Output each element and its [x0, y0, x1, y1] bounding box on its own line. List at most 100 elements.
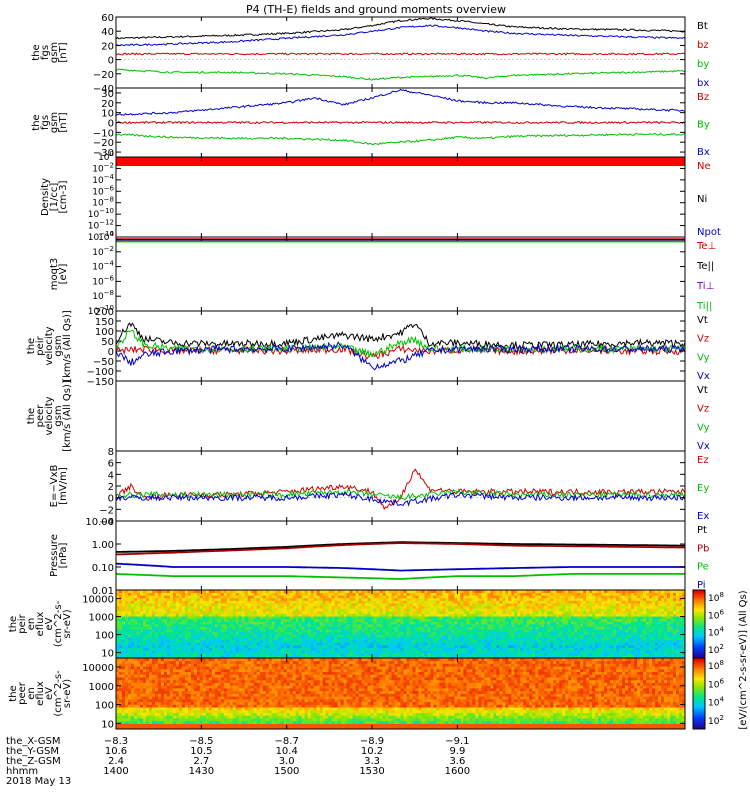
heat-cell [535, 605, 539, 609]
heat-cell [556, 644, 560, 648]
heat-cell [205, 642, 210, 646]
heat-cell [571, 621, 575, 625]
heat-cell [433, 650, 437, 654]
heat-cell [523, 626, 527, 630]
heat-cell [340, 634, 344, 638]
heat-cell [640, 652, 644, 656]
heat-cell [499, 631, 503, 635]
heat-cell [421, 618, 425, 622]
heat-cell [484, 595, 488, 599]
heat-cell [235, 600, 240, 604]
heat-cell [544, 600, 548, 604]
heat-cell [382, 600, 386, 604]
heat-cell [145, 595, 150, 599]
y-axis-label: Pressure[nPa] [49, 534, 69, 577]
heat-cell [223, 597, 228, 601]
heat-cell [253, 639, 258, 643]
heat-cell [193, 592, 198, 596]
heat-cell [316, 647, 321, 651]
heat-cell [469, 652, 473, 656]
heat-cell [184, 616, 189, 620]
heat-cell [379, 600, 383, 604]
heat-cell [250, 590, 255, 594]
heat-cell [163, 595, 168, 599]
heat-cell [571, 642, 575, 646]
y-axis-label: E=−VxB[mV/m] [49, 465, 69, 508]
heat-cell [229, 637, 234, 641]
heat-cell [217, 597, 222, 601]
heat-cell [532, 647, 536, 651]
heat-cell [481, 650, 485, 654]
heat-cell [328, 590, 333, 594]
heat-cell [652, 634, 656, 638]
heat-cell [175, 597, 180, 601]
heat-cell [508, 590, 512, 594]
heat-cell [247, 618, 252, 622]
heat-cell [217, 610, 222, 614]
heat-cell [571, 595, 575, 599]
heat-cell [556, 621, 560, 625]
heat-cell [520, 634, 524, 638]
heat-cell [619, 592, 623, 596]
heat-cell [643, 621, 647, 625]
heat-cell [274, 600, 279, 604]
heat-cell [640, 597, 644, 601]
heat-cell [568, 608, 572, 612]
heat-cell [346, 610, 350, 614]
heat-cell [619, 613, 623, 617]
y-tick-label: 0 [108, 119, 114, 130]
heat-cell [121, 595, 126, 599]
heat-cell [550, 650, 554, 654]
heat-cell [340, 650, 344, 654]
heat-cell [640, 644, 644, 648]
heat-cell [334, 650, 339, 654]
heat-cell [247, 639, 252, 643]
heat-cell [130, 644, 135, 648]
heat-cell [604, 595, 608, 599]
heat-cell [589, 616, 593, 620]
heat-cell [319, 592, 324, 596]
heat-cell [316, 655, 321, 659]
heat-cell [424, 595, 428, 599]
heat-cell [262, 655, 267, 659]
heat-cell [427, 642, 431, 646]
heat-cell [523, 621, 527, 625]
heat-cell [151, 650, 156, 654]
heat-cell [235, 631, 240, 635]
heat-cell [466, 639, 470, 643]
heat-cell [226, 650, 231, 654]
heat-cell [505, 590, 509, 594]
heat-cell [232, 600, 237, 604]
heat-cell [598, 650, 602, 654]
heat-cell [490, 592, 494, 596]
heat-cell [541, 650, 545, 654]
heat-cell [196, 605, 201, 609]
panel-frame [115, 156, 686, 238]
y-tick-label: 10−2 [92, 161, 114, 174]
legend-entry: Te|| [696, 261, 714, 272]
heat-cell [433, 621, 437, 625]
heat-cell [193, 595, 198, 599]
heat-cell [466, 605, 470, 609]
heat-cell [571, 600, 575, 604]
heat-cell [427, 608, 431, 612]
heat-cell [472, 605, 476, 609]
heat-cell [604, 634, 608, 638]
heat-cell [646, 610, 650, 614]
heat-cell [121, 616, 126, 620]
heat-cell [562, 637, 566, 641]
heat-cell [424, 624, 428, 628]
heat-cell [325, 613, 330, 617]
heat-cell [424, 616, 428, 620]
heat-cell [310, 608, 315, 612]
heat-cell [367, 650, 371, 654]
heat-cell [229, 647, 234, 651]
heat-cell [298, 616, 303, 620]
heat-cell [157, 629, 162, 633]
heat-cell [529, 621, 533, 625]
heat-cell [298, 639, 303, 643]
heat-cell [439, 624, 443, 628]
heat-cell [364, 626, 368, 630]
heat-cell [622, 592, 626, 596]
heat-cell [478, 637, 482, 641]
